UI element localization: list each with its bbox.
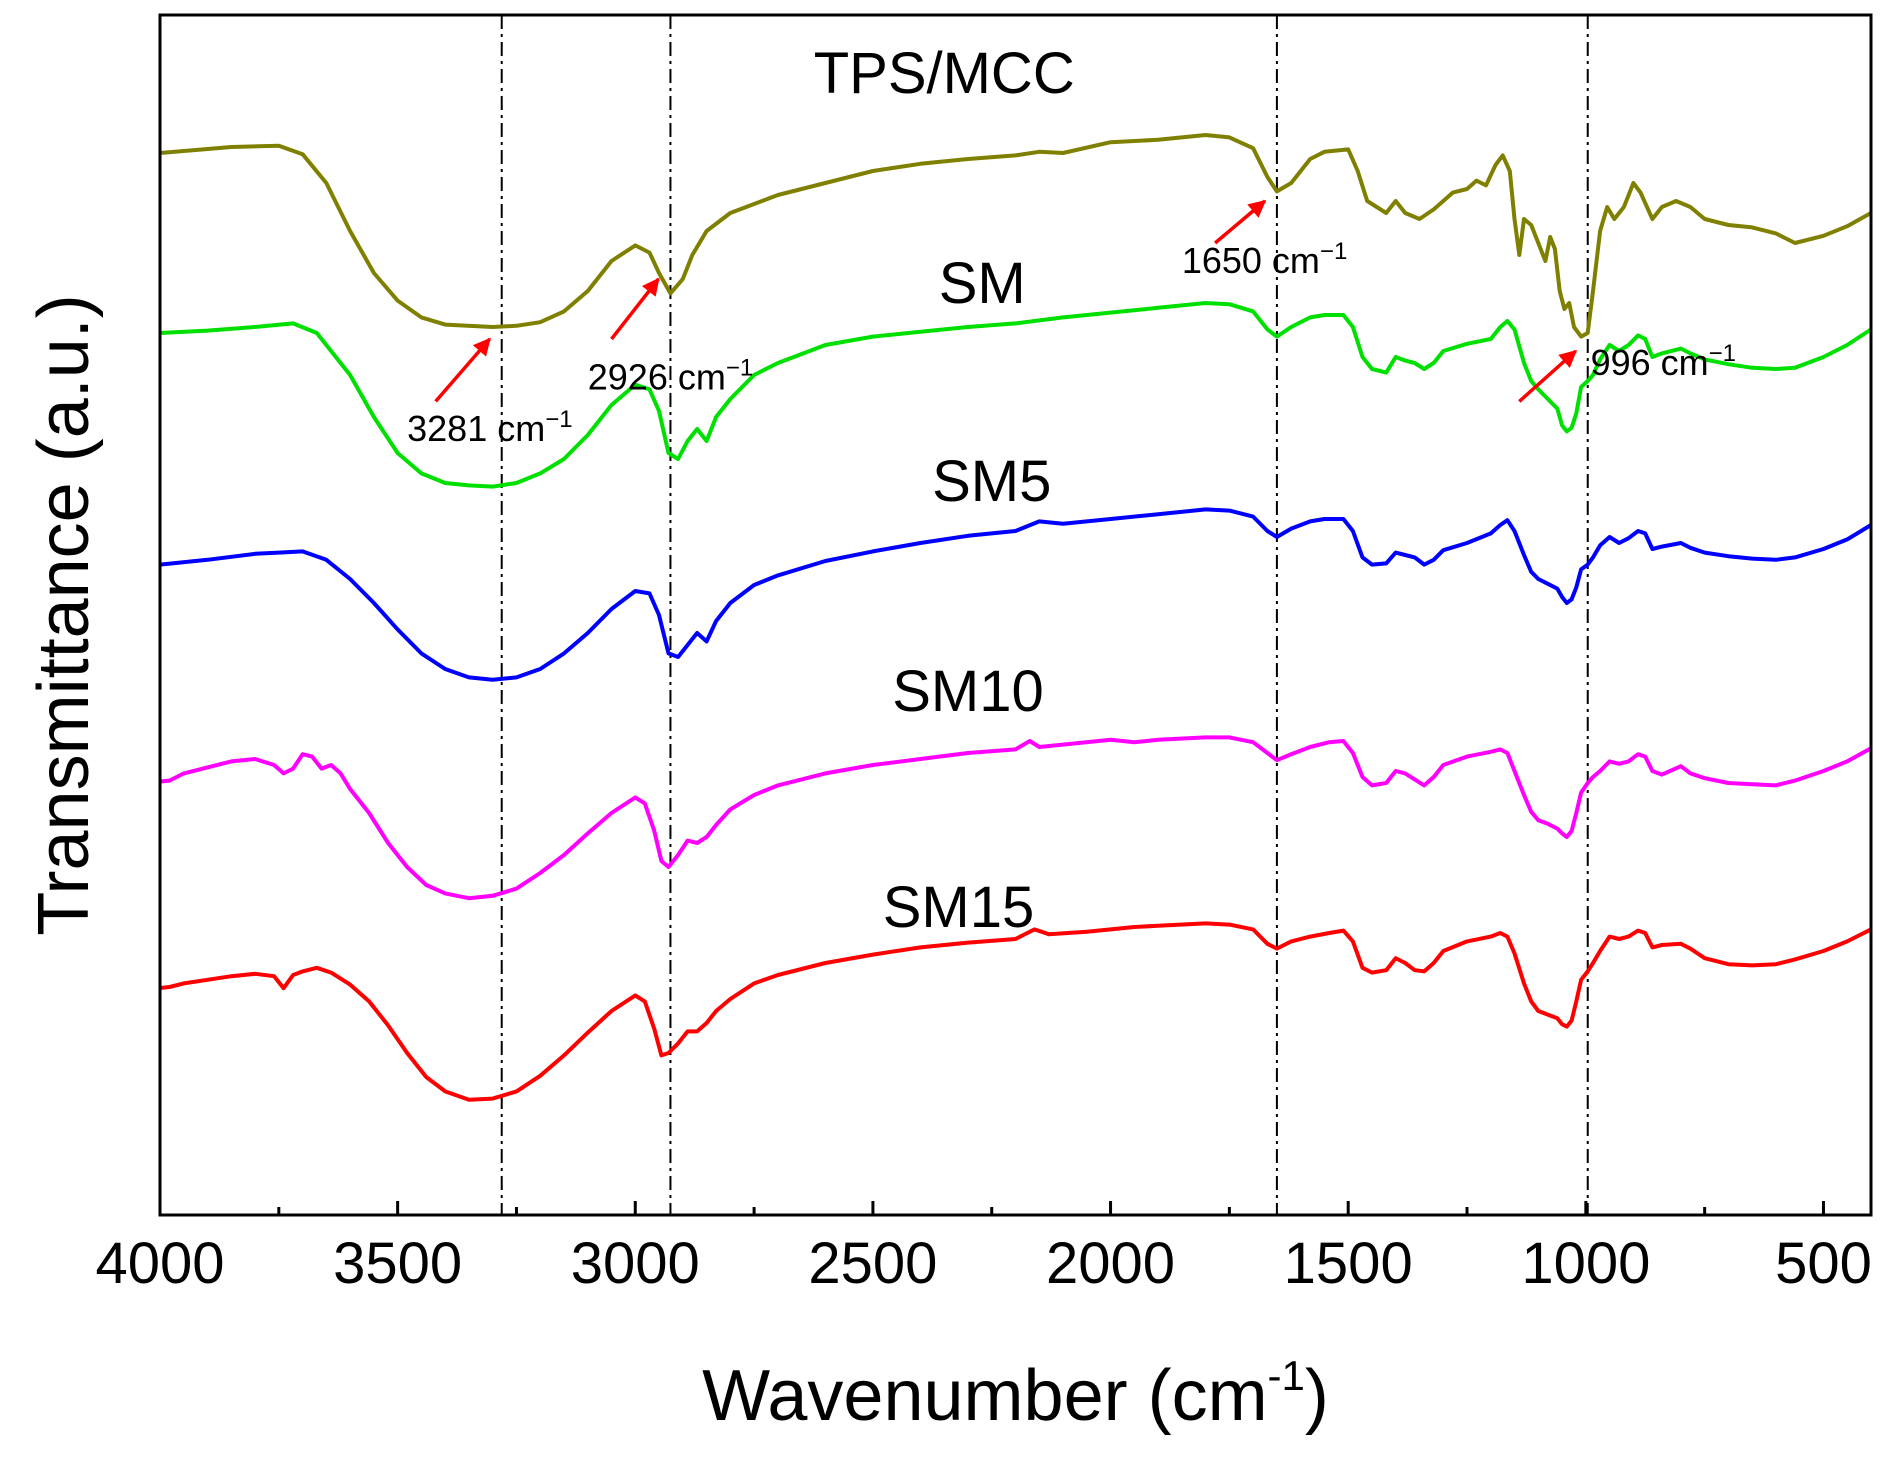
- annotation-label-996: 996 cm−1: [1591, 340, 1736, 383]
- series-line-sm15: [160, 921, 1871, 1102]
- series-line-tps-mcc: [160, 133, 1871, 339]
- series-line-sm5: [160, 507, 1871, 682]
- y-axis-title: Transmittance (a.u.): [24, 294, 104, 936]
- x-tick-label-1000: 1000: [1521, 1231, 1650, 1296]
- x-tick-label-3000: 3000: [571, 1231, 700, 1296]
- annotation-arrow-996: [1518, 349, 1578, 403]
- x-tick-label-4000: 4000: [95, 1231, 224, 1296]
- series-layer: [160, 133, 1871, 1102]
- annotation-arrow-2926: [610, 277, 660, 341]
- annotation-label-2926: 2926 cm−1: [588, 354, 753, 397]
- x-tick-label-2000: 2000: [1046, 1231, 1175, 1296]
- annotation-arrow-1650: [1213, 199, 1267, 245]
- x-tick-label-500: 500: [1775, 1231, 1872, 1296]
- annotation-label-1650: 1650 cm−1: [1182, 238, 1347, 281]
- x-axis-title-sup: -1: [1268, 1352, 1305, 1399]
- series-labels: TPS/MCC SM SM5 SM10 SM15: [814, 41, 1075, 940]
- x-tick-label-2500: 2500: [808, 1231, 937, 1296]
- x-axis-title-main: Wavenumber (cm: [702, 1356, 1267, 1436]
- x-axis-ticks: 4000 3500 3000 2500 2000 1500 1000 500: [95, 1201, 1872, 1296]
- reference-lines: [500, 15, 1589, 1215]
- peak-annotations: 3281 cm−1 2926 cm−1 1650 cm−1 996 cm−1: [407, 199, 1736, 449]
- series-label-sm: SM: [939, 251, 1026, 316]
- annotation-arrow-3281: [434, 337, 492, 403]
- x-tick-label-3500: 3500: [333, 1231, 462, 1296]
- x-tick-label-1500: 1500: [1284, 1231, 1413, 1296]
- series-label-sm15: SM15: [883, 875, 1035, 940]
- series-line-sm10: [160, 735, 1871, 901]
- series-label-sm5: SM5: [932, 449, 1051, 514]
- series-label-tps-mcc: TPS/MCC: [814, 41, 1075, 106]
- series-line-sm: [160, 301, 1871, 489]
- x-axis-title-close: ): [1305, 1356, 1329, 1436]
- annotation-label-3281: 3281 cm−1: [407, 406, 572, 449]
- series-label-sm10: SM10: [892, 659, 1044, 724]
- x-axis-title: Wavenumber (cm-1): [702, 1352, 1329, 1436]
- plot-frame: [158, 13, 1873, 1217]
